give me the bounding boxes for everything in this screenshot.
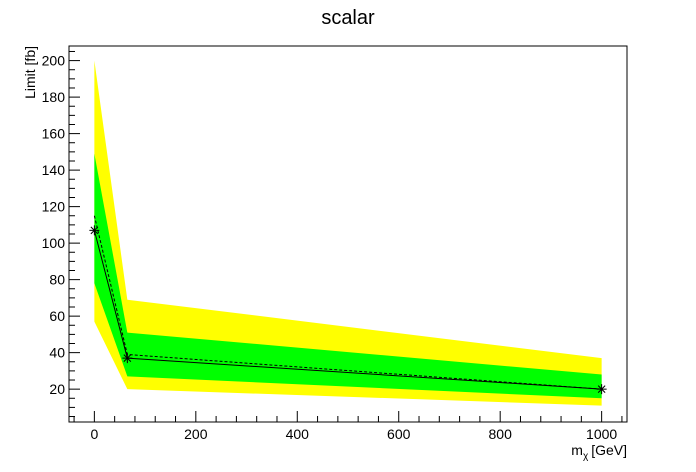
- x-axis-title: mχ [GeV]: [571, 442, 627, 462]
- y-axis-title: Limit [fb]: [22, 46, 38, 99]
- x-axis-title-unit: [GeV]: [591, 442, 627, 458]
- x-tick-label: 1000: [586, 426, 617, 442]
- y-tick-label: 120: [42, 199, 66, 215]
- y-tick-label: 200: [42, 53, 66, 69]
- y-axis: 20 40 60 80 100 120 140 160 180 200: [42, 50, 80, 418]
- limit-lines: [89, 215, 607, 395]
- marker-stroke: [123, 354, 132, 362]
- x-tick-label: 800: [489, 426, 513, 442]
- x-axis-title-main: m: [571, 442, 583, 458]
- uncertainty-bands: [94, 60, 602, 406]
- x-axis: 0 200 400 600 800 1000: [73, 411, 623, 442]
- chart-title: scalar: [321, 7, 375, 29]
- x-tick-label: 400: [286, 426, 310, 442]
- marker-stroke: [597, 385, 606, 393]
- y-tick-label: 60: [49, 308, 65, 324]
- y-tick-label: 40: [49, 345, 65, 361]
- band-1sigma: [94, 153, 602, 399]
- y-tick-label: 20: [49, 381, 65, 397]
- marker-stroke: [90, 226, 99, 235]
- x-axis-title-subscript: χ: [583, 451, 589, 462]
- band-2sigma: [94, 60, 602, 406]
- y-tick-label: 80: [49, 272, 65, 288]
- observed-point: [122, 353, 133, 364]
- x-tick-label: 600: [387, 426, 411, 442]
- observed-point: [596, 384, 607, 395]
- y-tick-label: 140: [42, 162, 66, 178]
- y-tick-label: 100: [42, 235, 66, 251]
- observed-point: [89, 225, 100, 236]
- y-tick-label: 160: [42, 126, 66, 142]
- x-tick-label: 200: [184, 426, 208, 442]
- y-tick-label: 180: [42, 89, 66, 105]
- x-tick-label: 0: [90, 426, 98, 442]
